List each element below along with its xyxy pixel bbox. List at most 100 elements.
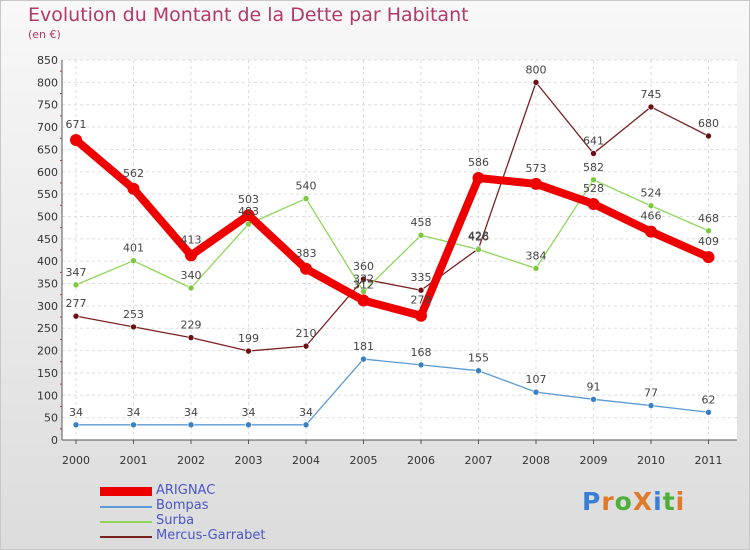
x-tick-label: 2006 xyxy=(407,454,435,467)
data-label: 34 xyxy=(184,406,198,419)
legend-label: Bompas xyxy=(156,498,209,513)
data-label: 671 xyxy=(66,118,87,131)
legend-swatch xyxy=(100,521,152,523)
logo-letter: o xyxy=(614,487,633,516)
data-point xyxy=(532,79,540,86)
legend-swatch xyxy=(100,487,152,496)
data-point xyxy=(185,249,197,262)
data-label: 528 xyxy=(583,182,604,195)
y-tick-label: 800 xyxy=(37,76,58,89)
data-label: 347 xyxy=(66,266,87,279)
legend-label: ARIGNAC xyxy=(156,483,216,498)
data-point xyxy=(475,246,482,253)
data-point xyxy=(245,347,252,355)
legend-label: Surba xyxy=(156,513,195,528)
x-tick-label: 2000 xyxy=(62,454,90,467)
data-label: 332 xyxy=(353,273,374,286)
y-tick-label: 650 xyxy=(37,143,58,156)
y-tick-label: 350 xyxy=(37,278,58,291)
data-label: 199 xyxy=(238,332,259,345)
data-label: 503 xyxy=(238,193,259,206)
data-point xyxy=(357,294,370,307)
y-tick-label: 150 xyxy=(37,367,58,380)
series-line-arignac xyxy=(72,136,713,320)
data-point xyxy=(72,312,80,320)
y-tick-label: 600 xyxy=(37,166,58,179)
data-label: 312 xyxy=(353,279,374,292)
x-tick-label: 2004 xyxy=(292,454,320,467)
y-tick-label: 450 xyxy=(37,233,58,246)
data-point xyxy=(705,408,712,416)
data-point xyxy=(587,197,600,210)
data-label: 468 xyxy=(698,212,719,225)
data-point xyxy=(647,402,655,409)
data-point xyxy=(245,421,252,429)
data-label: 168 xyxy=(411,346,432,359)
series-line-surba xyxy=(75,179,710,293)
data-point xyxy=(417,286,425,294)
x-tick-label: 2001 xyxy=(120,454,148,467)
data-label: 34 xyxy=(299,406,313,419)
data-label: 524 xyxy=(641,187,662,200)
y-tick-label: 500 xyxy=(37,210,58,223)
data-label: 181 xyxy=(353,340,374,353)
x-tick-label: 2009 xyxy=(580,454,608,467)
data-label: 77 xyxy=(644,387,658,400)
data-label: 466 xyxy=(641,210,662,223)
logo-letter: P xyxy=(582,487,602,516)
y-tick-label: 750 xyxy=(37,99,58,112)
y-tick-label: 850 xyxy=(37,54,58,67)
data-point xyxy=(127,182,140,195)
plot-area xyxy=(62,60,737,440)
data-point xyxy=(530,177,542,190)
chart-subtitle: (en €) xyxy=(28,28,61,41)
data-point xyxy=(705,227,712,235)
legend-swatch xyxy=(100,506,152,508)
x-tick-label: 2008 xyxy=(522,454,550,467)
data-label: 253 xyxy=(123,308,144,321)
x-tick-label: 2010 xyxy=(637,454,665,467)
data-point xyxy=(302,195,310,202)
data-point xyxy=(72,421,80,429)
data-label: 277 xyxy=(66,297,87,310)
data-point xyxy=(532,388,540,396)
data-label: 680 xyxy=(698,117,719,130)
y-tick-label: 300 xyxy=(37,300,58,313)
data-point xyxy=(187,284,195,292)
logo-letter: X xyxy=(632,487,654,516)
data-label: 426 xyxy=(468,231,489,244)
legend-swatch xyxy=(100,536,152,538)
data-label: 155 xyxy=(468,352,489,365)
data-label: 34 xyxy=(242,406,256,419)
data-point xyxy=(302,421,310,429)
data-label: 458 xyxy=(411,216,432,229)
data-label: 91 xyxy=(587,380,601,393)
y-tick-label: 200 xyxy=(37,345,58,358)
data-label: 229 xyxy=(181,319,202,332)
y-tick-label: 50 xyxy=(44,412,58,425)
data-point xyxy=(70,134,82,147)
logo-letter: i xyxy=(653,487,663,516)
x-tick-label: 2007 xyxy=(465,454,493,467)
data-label: 384 xyxy=(526,249,547,262)
data-point xyxy=(702,251,715,264)
data-point xyxy=(187,334,195,341)
data-label: 413 xyxy=(181,233,202,246)
data-point xyxy=(302,342,310,350)
data-label: 745 xyxy=(641,88,662,101)
data-label: 360 xyxy=(353,260,374,273)
x-tick-label: 2002 xyxy=(177,454,205,467)
data-point xyxy=(130,323,137,331)
y-tick-label: 700 xyxy=(37,121,58,134)
x-tick-label: 2005 xyxy=(350,454,378,467)
data-point xyxy=(130,421,137,429)
logo-letter: t xyxy=(662,487,676,516)
data-label: 340 xyxy=(181,269,202,282)
y-tick-label: 0 xyxy=(51,434,58,447)
logo-letter: i xyxy=(675,487,686,516)
data-point xyxy=(72,281,80,289)
data-label: 428 xyxy=(468,230,489,243)
data-label: 383 xyxy=(296,247,317,260)
data-label: 409 xyxy=(698,235,719,248)
data-point xyxy=(187,421,195,429)
